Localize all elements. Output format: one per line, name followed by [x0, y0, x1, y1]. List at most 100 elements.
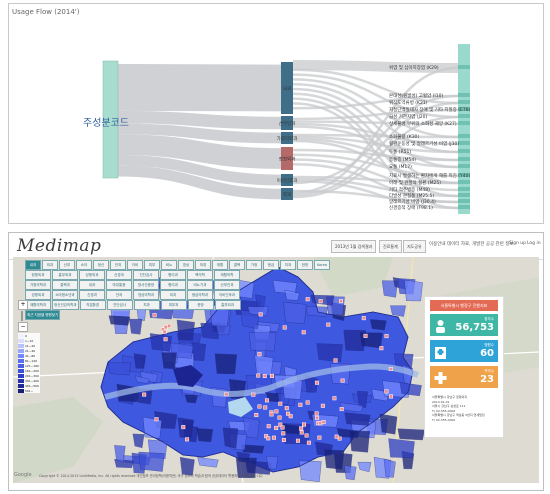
- category-tab[interactable]: 내과: [25, 260, 41, 270]
- hospital-marker[interactable]: [302, 422, 307, 427]
- category-tab[interactable]: 직업환경: [79, 300, 106, 310]
- hospital-marker[interactable]: [332, 396, 337, 401]
- category-tab[interactable]: 응급의학과: [187, 290, 213, 300]
- category-tab[interactable]: 피부: [144, 260, 160, 270]
- category-tab[interactable]: 산부: [59, 260, 75, 270]
- hospital-marker[interactable]: [298, 402, 303, 407]
- category-tab[interactable]: 안과: [110, 260, 126, 270]
- category-tab[interactable]: 병리과: [160, 270, 186, 280]
- hospital-marker[interactable]: [258, 312, 263, 317]
- category-tab[interactable]: 병리과: [160, 280, 186, 290]
- category-tab[interactable]: 이비인후과: [214, 290, 240, 300]
- category-tab[interactable]: 영상: [178, 260, 194, 270]
- category-tab[interactable]: 재활의학과: [25, 300, 51, 310]
- hospital-marker[interactable]: [301, 330, 306, 335]
- category-tab[interactable]: 성형외과: [79, 270, 105, 280]
- hospital-marker[interactable]: [269, 373, 274, 378]
- hospital-marker[interactable]: [162, 329, 167, 334]
- category-tab[interactable]: 핵의학: [187, 270, 213, 280]
- category-tab[interactable]: 방사선종양: [133, 280, 159, 290]
- hospital-marker[interactable]: [266, 436, 271, 441]
- category-tab[interactable]: 신경과: [79, 290, 105, 300]
- hospital-marker[interactable]: [163, 337, 168, 342]
- category-tab[interactable]: 내과: [79, 280, 105, 290]
- hospital-marker[interactable]: [251, 392, 256, 397]
- hospital-marker[interactable]: [295, 438, 300, 443]
- category-tab[interactable]: 외과: [160, 290, 186, 300]
- hospital-marker[interactable]: [256, 373, 261, 378]
- hospital-marker[interactable]: [274, 409, 279, 414]
- hospital-marker[interactable]: [315, 415, 320, 420]
- category-tab[interactable]: 한방: [187, 300, 214, 310]
- hospital-marker[interactable]: [254, 412, 259, 417]
- category-tab[interactable]: 재활의학: [214, 270, 240, 280]
- hospital-marker[interactable]: [384, 389, 389, 394]
- hospital-marker[interactable]: [299, 426, 304, 431]
- hospital-marker[interactable]: [306, 440, 311, 445]
- hospital-marker[interactable]: [278, 422, 283, 427]
- hospital-marker[interactable]: [299, 430, 304, 435]
- hospital-marker[interactable]: [271, 435, 276, 440]
- login-link[interactable]: Log in: [527, 241, 541, 246]
- hospital-marker[interactable]: [286, 411, 291, 416]
- hospital-marker[interactable]: [277, 415, 282, 420]
- hospital-marker[interactable]: [315, 380, 320, 385]
- hospital-marker[interactable]: [154, 417, 159, 422]
- help-link[interactable]: 이용안내 데이터 자료, 개발한 공공 관련 정보: [429, 242, 514, 247]
- category-tab[interactable]: 치과: [280, 260, 296, 270]
- hospital-marker[interactable]: [326, 322, 331, 327]
- share-button[interactable]: 지도공유: [403, 240, 426, 253]
- category-tab[interactable]: 치과: [133, 300, 160, 310]
- category-tab[interactable]: 안과: [106, 290, 132, 300]
- stats-button[interactable]: 진료통계: [379, 240, 402, 253]
- category-tab[interactable]: 재활: [212, 260, 228, 270]
- category-tab[interactable]: 소아청소년과: [52, 290, 78, 300]
- hospital-marker[interactable]: [142, 392, 147, 397]
- category-tab[interactable]: 결핵과: [52, 280, 78, 290]
- hospital-marker[interactable]: [388, 394, 393, 399]
- hospital-marker[interactable]: [363, 333, 368, 338]
- hospital-marker[interactable]: [262, 374, 267, 379]
- hospital-marker[interactable]: [334, 434, 339, 439]
- medimap-logo[interactable]: Medimap: [17, 236, 102, 256]
- zoom-slider[interactable]: [21, 311, 23, 321]
- hospital-marker[interactable]: [318, 299, 323, 304]
- category-tab[interactable]: 진단검사: [133, 270, 159, 280]
- category-tab[interactable]: 한방: [297, 260, 313, 270]
- hospital-marker[interactable]: [314, 411, 319, 416]
- category-tab[interactable]: 가정의학과: [25, 280, 51, 290]
- hospital-marker[interactable]: [181, 425, 186, 430]
- hospital-marker[interactable]: [281, 437, 286, 442]
- category-tab[interactable]: 소아: [76, 260, 92, 270]
- hospital-marker[interactable]: [379, 346, 384, 351]
- category-tab[interactable]: 신경과: [106, 270, 132, 280]
- hospital-marker[interactable]: [224, 392, 229, 397]
- hospital-marker[interactable]: [333, 358, 338, 363]
- category-tab[interactable]: Korea: [314, 260, 330, 270]
- category-tab[interactable]: 이비: [127, 260, 143, 270]
- hospital-marker[interactable]: [339, 407, 344, 412]
- category-tab[interactable]: 마취통증: [106, 280, 132, 290]
- hospital-marker[interactable]: [317, 435, 322, 440]
- hospital-marker[interactable]: [388, 366, 393, 371]
- category-tab[interactable]: 정신: [93, 260, 109, 270]
- category-tab[interactable]: 정신건강의학과: [52, 300, 79, 310]
- hospital-marker[interactable]: [266, 424, 271, 429]
- hospital-marker[interactable]: [274, 425, 279, 430]
- hospital-marker[interactable]: [167, 323, 172, 328]
- category-tab[interactable]: 비뇨: [161, 260, 177, 270]
- signup-link[interactable]: Sign up: [509, 241, 526, 246]
- zoom-in-button[interactable]: +: [18, 300, 28, 310]
- hospital-marker[interactable]: [278, 401, 283, 406]
- category-tab[interactable]: 영상의학과: [133, 290, 159, 300]
- hospital-marker[interactable]: [321, 420, 326, 425]
- category-tab[interactable]: 피부과: [160, 300, 187, 310]
- hospital-marker[interactable]: [264, 434, 269, 439]
- hospital-marker[interactable]: [305, 400, 310, 405]
- category-tab[interactable]: 성형외과: [25, 290, 51, 300]
- category-tab[interactable]: 외과: [42, 260, 58, 270]
- hospital-marker[interactable]: [281, 431, 286, 436]
- category-tab[interactable]: 결핵: [229, 260, 245, 270]
- category-tab[interactable]: 흉부외과: [214, 300, 241, 310]
- hospital-marker[interactable]: [318, 421, 323, 426]
